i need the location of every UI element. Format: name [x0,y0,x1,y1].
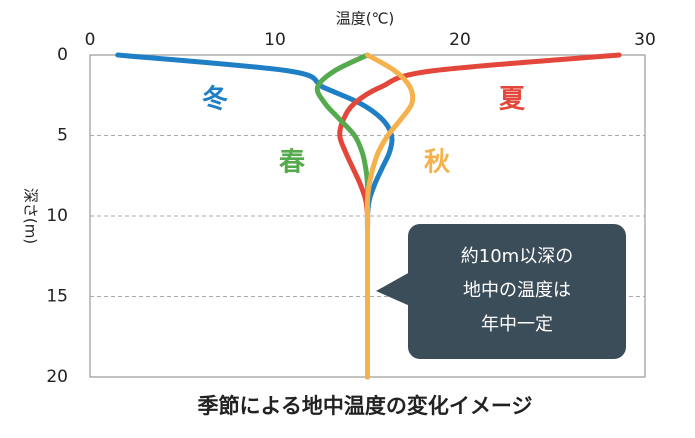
series-label: 冬 [202,85,228,115]
y-tick-label: 5 [57,126,68,146]
series-label: 春 [279,148,305,178]
callout-pointer [376,272,410,306]
series-label: 秋 [424,148,451,178]
x-tick-label: 20 [449,30,471,50]
x-tick-label: 0 [85,30,96,50]
x-tick-label: 30 [634,30,656,50]
callout-text: 年中一定 [481,314,553,335]
callout-text: 約10m以深の [461,246,573,267]
y-axis-label: 深さ(m) [22,188,40,244]
y-tick-label: 10 [46,206,68,226]
callout-box [408,224,626,359]
callout-text: 地中の温度は [463,280,571,301]
x-axis-label: 温度(℃) [336,10,395,28]
y-tick-label: 0 [57,45,68,65]
y-tick-label: 20 [46,367,68,387]
y-tick-label: 15 [46,287,68,307]
series-line [364,52,416,380]
chart-title: 季節による地中温度の変化イメージ [198,394,533,418]
series-label: 夏 [499,85,526,115]
x-tick-label: 10 [264,30,286,50]
